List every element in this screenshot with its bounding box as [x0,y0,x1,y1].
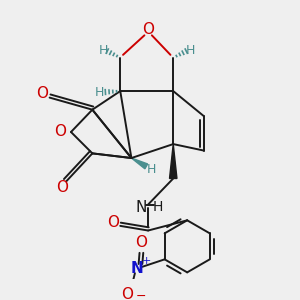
Text: O: O [122,287,134,300]
Polygon shape [131,158,148,169]
Polygon shape [169,144,177,178]
Text: H: H [152,200,163,214]
Text: H: H [185,44,195,57]
Text: H: H [95,86,104,100]
Text: H: H [99,44,108,57]
Text: O: O [54,124,66,140]
Text: H: H [147,163,157,176]
Text: N: N [135,200,146,215]
Text: O: O [36,86,48,101]
Text: +: + [141,256,151,266]
Text: O: O [107,215,119,230]
Text: O: O [135,235,147,250]
Text: O: O [56,180,68,195]
Text: −: − [135,290,146,300]
Text: O: O [142,22,154,37]
Text: N: N [130,261,143,276]
